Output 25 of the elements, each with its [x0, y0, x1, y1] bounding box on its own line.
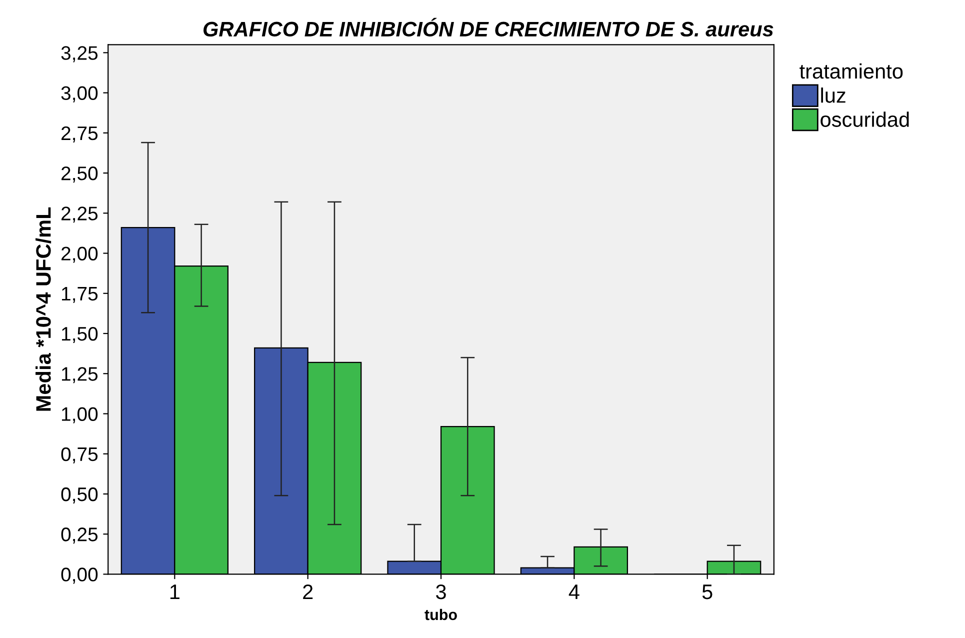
y-tick-label: 3,00: [61, 86, 98, 102]
y-tick-label: 1,00: [62, 407, 98, 424]
y-tick-label: 0,50: [61, 487, 98, 504]
x-tick-label: 3: [436, 584, 446, 600]
y-tick-label: 2,50: [61, 166, 98, 183]
x-tick-label: 1: [170, 584, 180, 600]
x-tick-label: 5: [702, 584, 712, 600]
y-tick-label: 0,00: [61, 568, 98, 584]
y-tick-label: 0,25: [61, 528, 98, 544]
y-tick-label: 2,75: [61, 126, 98, 142]
y-tick-label: 1,50: [62, 326, 98, 344]
y-tick-label: 2,00: [61, 246, 98, 263]
y-tick-label: 2,25: [61, 206, 98, 223]
chart-title: GRAFICO DE INHIBICIÓN DE CRECIMIENTO DE S. aureus: [204, 18, 774, 37]
y-tick-label: 0,75: [61, 447, 98, 464]
legend-label: oscuridad: [820, 112, 909, 127]
x-tick-label: 2: [303, 584, 313, 600]
x-tick-label: 4: [568, 584, 580, 600]
legend-title: tratamiento: [800, 63, 903, 79]
y-axis-title: Media *10^4 UFC/mL: [36, 207, 52, 411]
legend-label: luz: [821, 88, 846, 103]
y-tick-label: 3,25: [61, 46, 98, 62]
y-tick-label: 1,75: [62, 287, 98, 303]
x-axis-title: tubo: [424, 608, 457, 620]
y-tick-label: 1,25: [62, 367, 98, 384]
